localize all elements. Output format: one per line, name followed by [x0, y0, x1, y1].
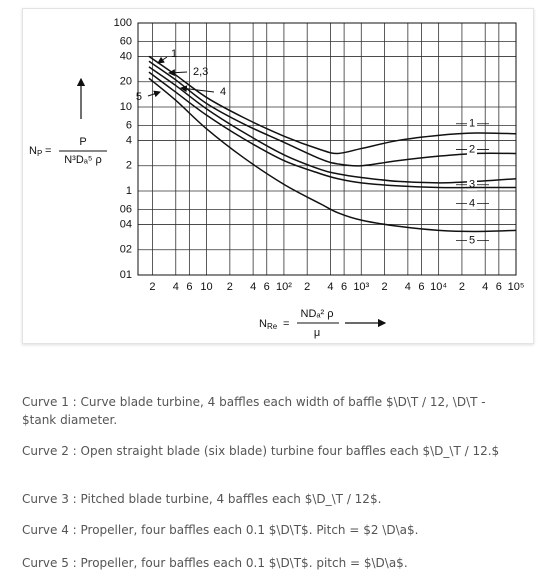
- series-label-bg: [467, 197, 477, 210]
- y-label-equals: =: [45, 145, 51, 157]
- y-tick-label: 04: [120, 218, 132, 230]
- x-tick-label: 6: [418, 281, 424, 293]
- x-tick-label: 2: [149, 281, 155, 293]
- x-tick-label: 2: [227, 281, 233, 293]
- curve: [148, 71, 516, 189]
- x-tick-label: 6: [496, 281, 502, 293]
- x-label-numerator: NDₐ² ρ: [301, 308, 334, 320]
- series-label-bg: [467, 234, 477, 247]
- y-tick-label: 06: [120, 204, 132, 216]
- annotation: 1: [171, 48, 177, 60]
- x-label-equals: =: [283, 318, 289, 330]
- annotation-arrow: [157, 56, 168, 64]
- x-tick-label: 4: [250, 281, 256, 293]
- y-tick-label: 02: [120, 244, 132, 256]
- series-label: 5: [469, 234, 475, 246]
- series-label: 3: [469, 179, 475, 191]
- x-tick-label: 10³: [353, 281, 369, 293]
- x-tick-label: 6: [186, 281, 192, 293]
- annotation: 5: [136, 91, 142, 103]
- y-tick-label: 40: [120, 50, 132, 62]
- x-tick-label: 10: [200, 281, 212, 293]
- y-tick-label: 100: [114, 17, 132, 29]
- x-tick-label: 4: [327, 281, 333, 293]
- y-label-subscript: P: [37, 149, 42, 158]
- y-tick-label: 01: [120, 269, 132, 281]
- y-label-numerator: P: [79, 136, 86, 148]
- plot-frame: [137, 22, 517, 276]
- caption: Curve 3 : Pitched blade turbine, 4 baffl…: [22, 492, 382, 506]
- x-label-denominator: μ: [314, 327, 320, 339]
- curve: [148, 55, 517, 155]
- caption: Curve 2 : Open straight blade (six blade…: [22, 444, 500, 458]
- curve: [148, 66, 517, 184]
- x-tick-label: 2: [459, 281, 465, 293]
- x-tick-label: 6: [341, 281, 347, 293]
- chart: N P = P N³Dₐ⁵ ρ N Re = NDₐ² ρ μ 10060402…: [29, 17, 525, 339]
- x-tick-label: 4: [482, 281, 488, 293]
- y-label-symbol: N: [29, 145, 37, 157]
- x-tick-label: 4: [405, 281, 411, 293]
- y-tick-label: 60: [120, 36, 132, 48]
- x-tick-label: 4: [173, 281, 179, 293]
- annotation-arrow: [168, 69, 188, 77]
- y-label-denominator: N³Dₐ⁵ ρ: [64, 154, 102, 166]
- x-tick-label: 10²: [276, 281, 292, 293]
- x-tick-label: 2: [382, 281, 388, 293]
- x-label-symbol: N: [259, 318, 267, 330]
- x-tick-label: 10⁴: [430, 281, 447, 293]
- curve: [148, 60, 517, 167]
- annotation-arrow: [180, 85, 215, 93]
- y-tick-label: 4: [126, 134, 132, 146]
- series-label-bg: [467, 143, 477, 156]
- caption: Curve 5 : Propeller, four baffles each 0…: [22, 556, 408, 570]
- caption: Curve 4 : Propeller, four baffles each 0…: [22, 523, 419, 537]
- series-label-bg: [467, 178, 477, 191]
- series-label: 1: [469, 118, 475, 130]
- curve: [148, 77, 517, 233]
- y-tick-label: 2: [126, 160, 132, 172]
- series-label: 2: [469, 143, 475, 155]
- series-label: 4: [469, 197, 475, 209]
- y-tick-label: 20: [120, 76, 132, 88]
- y-tick-label: 1: [126, 185, 132, 197]
- x-label-subscript: Re: [267, 322, 278, 331]
- x-tick-label: 10⁵: [508, 281, 525, 293]
- annotation: 2,3: [193, 66, 208, 78]
- x-tick-label: 6: [264, 281, 270, 293]
- figure-frame: N P = P N³Dₐ⁵ ρ N Re = NDₐ² ρ μ 100 60 40 2…: [22, 8, 534, 344]
- series-label-bg: [467, 117, 477, 130]
- annotation: 4: [220, 86, 226, 98]
- x-tick-label: 2: [304, 281, 310, 293]
- y-tick-label: 6: [126, 120, 132, 132]
- annotation-arrow: [147, 90, 161, 98]
- caption: Curve 1 : Curve blade turbine, 4 baffles…: [22, 395, 486, 427]
- y-tick-label: 10: [120, 101, 132, 113]
